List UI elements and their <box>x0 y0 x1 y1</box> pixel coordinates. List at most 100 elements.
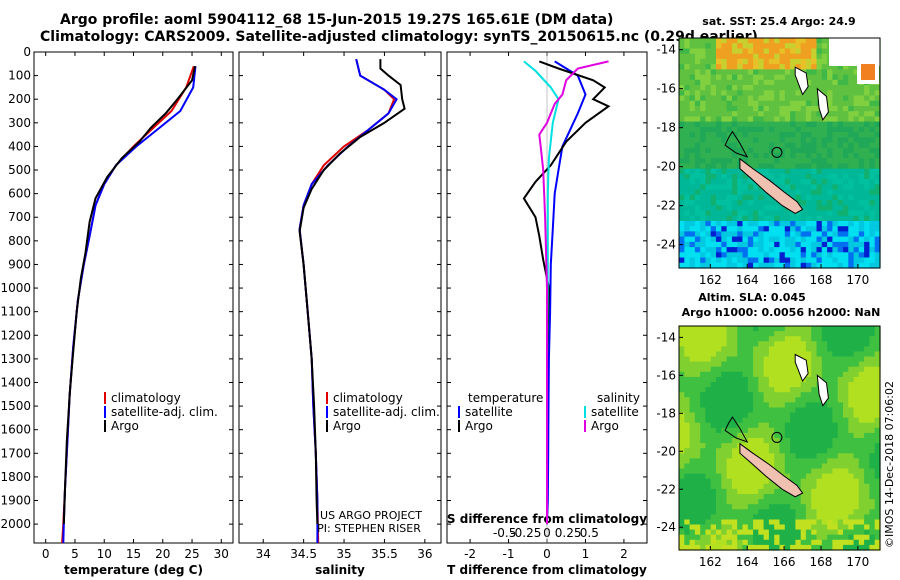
map-cell <box>747 226 754 232</box>
map-cell <box>816 402 823 409</box>
map-cell <box>768 443 775 449</box>
map-cell <box>710 356 717 363</box>
map-cell <box>705 438 712 444</box>
map-cell <box>774 326 781 332</box>
map-cell <box>742 116 749 123</box>
map-cell <box>837 74 844 81</box>
map-cell <box>679 262 685 269</box>
map-cell <box>800 132 807 138</box>
map-cell <box>827 252 833 259</box>
map-cell <box>869 326 876 332</box>
map-cell <box>716 407 722 414</box>
map-cell <box>874 111 881 117</box>
map-cell <box>811 351 818 358</box>
map-cell <box>811 387 818 393</box>
map-cell <box>694 116 701 123</box>
map-cell <box>742 179 749 185</box>
map-cell <box>721 126 728 133</box>
map-cell <box>869 331 876 337</box>
map-cell <box>805 504 812 510</box>
map-cell <box>848 422 855 429</box>
map-cell <box>864 331 870 337</box>
map-cell <box>737 422 744 429</box>
map-cell <box>716 116 722 123</box>
map-cell <box>869 163 876 170</box>
map-cell <box>858 184 865 191</box>
map-cell <box>864 438 870 444</box>
map-cell <box>848 326 855 332</box>
map-cell <box>742 126 749 133</box>
map-cell <box>726 126 733 133</box>
map-cell <box>726 236 733 243</box>
map-cell <box>864 168 870 175</box>
map-cell <box>753 48 759 55</box>
map-cell <box>832 514 839 521</box>
map-cell <box>827 468 833 475</box>
map-cell <box>874 121 881 128</box>
map-cell <box>694 106 701 112</box>
map-cell <box>774 402 781 409</box>
map-cell <box>768 90 775 97</box>
map-cell <box>768 48 775 55</box>
map-cell <box>864 184 870 191</box>
map-cell <box>800 121 807 128</box>
map-cell <box>753 473 759 480</box>
map-cell <box>700 448 707 454</box>
map-cell <box>700 221 707 227</box>
map-cell <box>726 179 733 185</box>
map-cell <box>710 69 717 76</box>
map-cell <box>805 488 812 495</box>
map-cell <box>795 382 802 388</box>
island-coast <box>794 353 809 383</box>
map-cell <box>790 58 796 65</box>
map-cell <box>737 346 744 353</box>
map-cell <box>843 453 849 459</box>
map-cell <box>700 137 707 144</box>
map-cell <box>710 387 717 393</box>
map-cell <box>689 417 696 424</box>
map-cell <box>721 132 728 138</box>
map-cell <box>874 488 881 495</box>
map-cell <box>843 252 849 259</box>
map-cell <box>827 341 833 347</box>
map-cell <box>753 376 759 383</box>
map-cell <box>790 48 796 55</box>
map-cell <box>742 494 749 500</box>
map-cell <box>731 184 738 191</box>
map-cell <box>758 529 765 536</box>
map-cell <box>811 53 818 60</box>
map-cell <box>737 179 744 185</box>
map-cell <box>811 111 818 117</box>
map-cell <box>832 106 839 112</box>
map-cell <box>874 387 881 393</box>
map-cell <box>710 95 717 102</box>
map-cell <box>694 488 701 495</box>
map-cell <box>853 544 860 551</box>
map-cell <box>864 407 870 414</box>
map-cell <box>774 257 781 264</box>
map-cell <box>716 106 722 112</box>
map-cell <box>837 236 844 243</box>
map-cell <box>869 90 876 97</box>
map-cell <box>710 85 717 91</box>
map-cell <box>742 137 749 144</box>
map-cell <box>763 504 770 510</box>
map-cell <box>779 392 786 398</box>
map-cell <box>853 438 860 444</box>
map-cell <box>779 331 786 337</box>
x2-tick-label: 0.5 <box>580 526 599 540</box>
map-cell <box>731 236 738 243</box>
map-cell <box>731 407 738 414</box>
map-cell <box>811 539 818 546</box>
map-cell <box>747 392 754 398</box>
map-cell <box>758 262 765 269</box>
map-cell <box>800 387 807 393</box>
map-cell <box>737 43 744 49</box>
map-cell <box>821 534 828 541</box>
map-cell <box>753 100 759 107</box>
map-cell <box>848 74 855 81</box>
map-cell <box>768 351 775 358</box>
map-cell <box>800 351 807 358</box>
map-cell <box>747 519 754 526</box>
map-cell <box>843 215 849 222</box>
